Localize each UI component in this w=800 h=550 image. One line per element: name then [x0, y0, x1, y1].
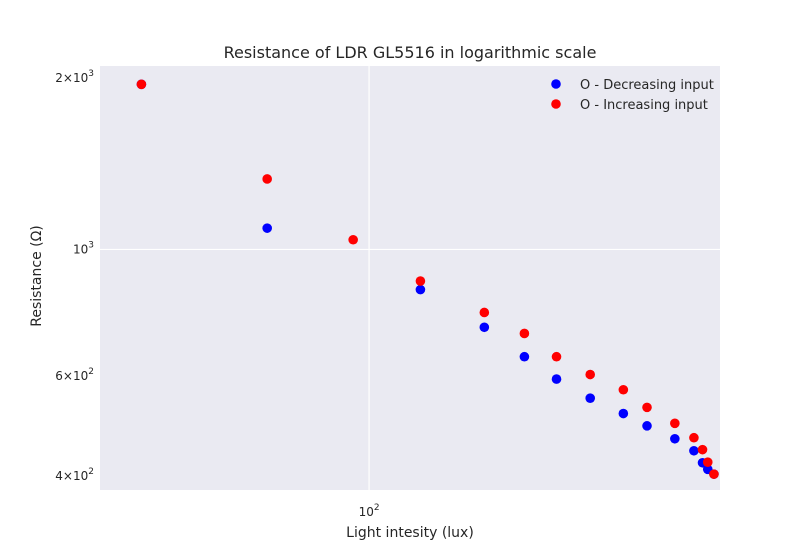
data-point: [551, 351, 562, 362]
data-point: [415, 284, 426, 295]
axis-ticks: 4×102 6×102 103 2×103 102: [55, 69, 379, 519]
legend: O - Decreasing input O - Increasing input: [551, 78, 714, 113]
grid: [100, 66, 720, 490]
data-point: [479, 322, 490, 333]
data-point: [697, 444, 708, 455]
data-point: [618, 384, 629, 395]
data-point: [519, 351, 530, 362]
legend-marker: [551, 79, 561, 89]
y-tick-label: 103: [73, 240, 94, 256]
data-point: [551, 374, 562, 384]
data-point: [670, 418, 680, 429]
x-axis-label: Light intesity (lux): [346, 525, 474, 541]
y-tick-label: 4×102: [55, 467, 94, 483]
legend-marker: [551, 99, 561, 109]
data-point: [262, 223, 272, 233]
data-point: [585, 393, 596, 403]
data-point: [262, 174, 272, 184]
y-axis-label: Resistance (Ω): [29, 225, 45, 327]
data-point: [415, 276, 426, 286]
data-point: [689, 445, 699, 456]
y-tick-label: 6×102: [55, 367, 94, 383]
data-point: [689, 432, 699, 443]
legend-label: O - Decreasing input: [580, 78, 714, 93]
x-tick-label: 102: [359, 503, 380, 519]
data-point: [348, 234, 358, 245]
chart-title: Resistance of LDR GL5516 in logarithmic …: [224, 43, 597, 62]
data-point: [479, 307, 490, 318]
plot-area: [100, 66, 720, 490]
data-point: [618, 408, 629, 419]
data-point: [642, 402, 652, 413]
y-tick-label: 2×103: [55, 69, 94, 85]
data-point: [519, 328, 530, 339]
data-point: [709, 469, 719, 479]
series-2: [136, 79, 719, 479]
legend-label: O - Increasing input: [580, 98, 708, 113]
data-point: [585, 369, 596, 380]
data-point: [702, 457, 713, 467]
data-points: [136, 79, 719, 479]
data-point: [642, 421, 652, 431]
data-point: [670, 433, 680, 444]
data-point: [136, 79, 147, 90]
